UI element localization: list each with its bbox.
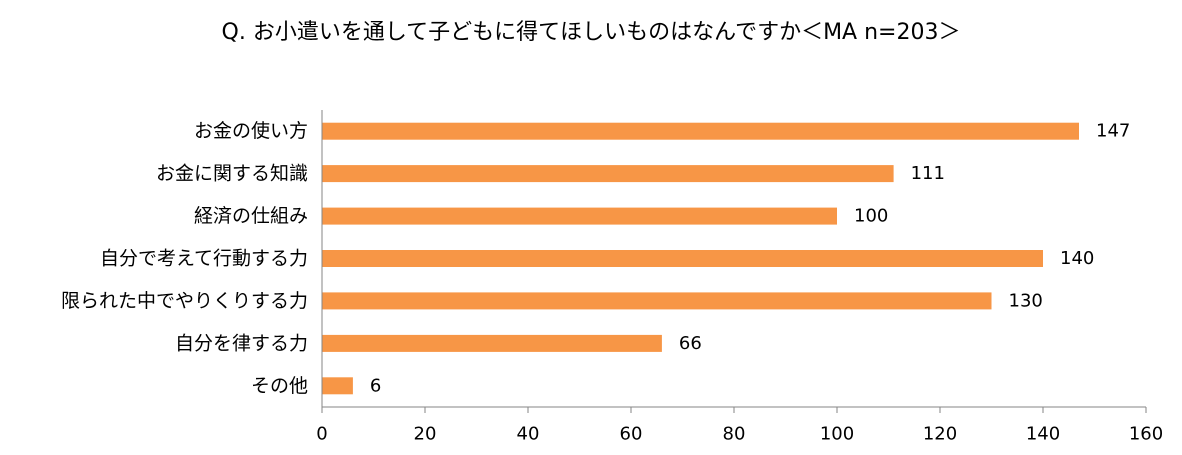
category-label: 自分を律する力 (175, 332, 308, 354)
data-label: 6 (370, 375, 381, 396)
data-label: 66 (679, 333, 702, 354)
bar (322, 334, 662, 352)
data-label: 140 (1060, 248, 1094, 269)
category-label: 限られた中でやりくりする力 (61, 290, 308, 312)
x-tick-label: 100 (820, 424, 854, 445)
x-tick-label: 80 (723, 424, 746, 445)
x-tick-label: 40 (517, 424, 540, 445)
data-label: 147 (1096, 121, 1130, 142)
x-tick-label: 20 (414, 424, 437, 445)
category-label: お金の使い方 (194, 120, 308, 142)
x-tick-label: 160 (1129, 424, 1163, 445)
x-tick-label: 140 (1026, 424, 1060, 445)
x-tick-label: 60 (620, 424, 643, 445)
x-tick-label: 0 (316, 424, 327, 445)
bar (322, 165, 894, 183)
category-label: お金に関する知識 (156, 163, 308, 185)
bar (322, 122, 1079, 140)
data-label: 100 (854, 206, 888, 227)
bar (322, 292, 992, 310)
category-label: 経済の仕組み (194, 205, 308, 227)
category-label: 自分で考えて行動する力 (100, 248, 308, 270)
category-label: その他 (251, 375, 308, 397)
bar (322, 377, 353, 395)
data-label: 130 (1009, 290, 1043, 311)
bar (322, 207, 837, 225)
data-label: 111 (911, 163, 945, 184)
bar (322, 250, 1043, 267)
chart-title: Q. お小遣いを通して子どもに得てほしいものはなんですか＜MA n=203＞ (221, 20, 961, 45)
x-tick-label: 120 (923, 424, 957, 445)
